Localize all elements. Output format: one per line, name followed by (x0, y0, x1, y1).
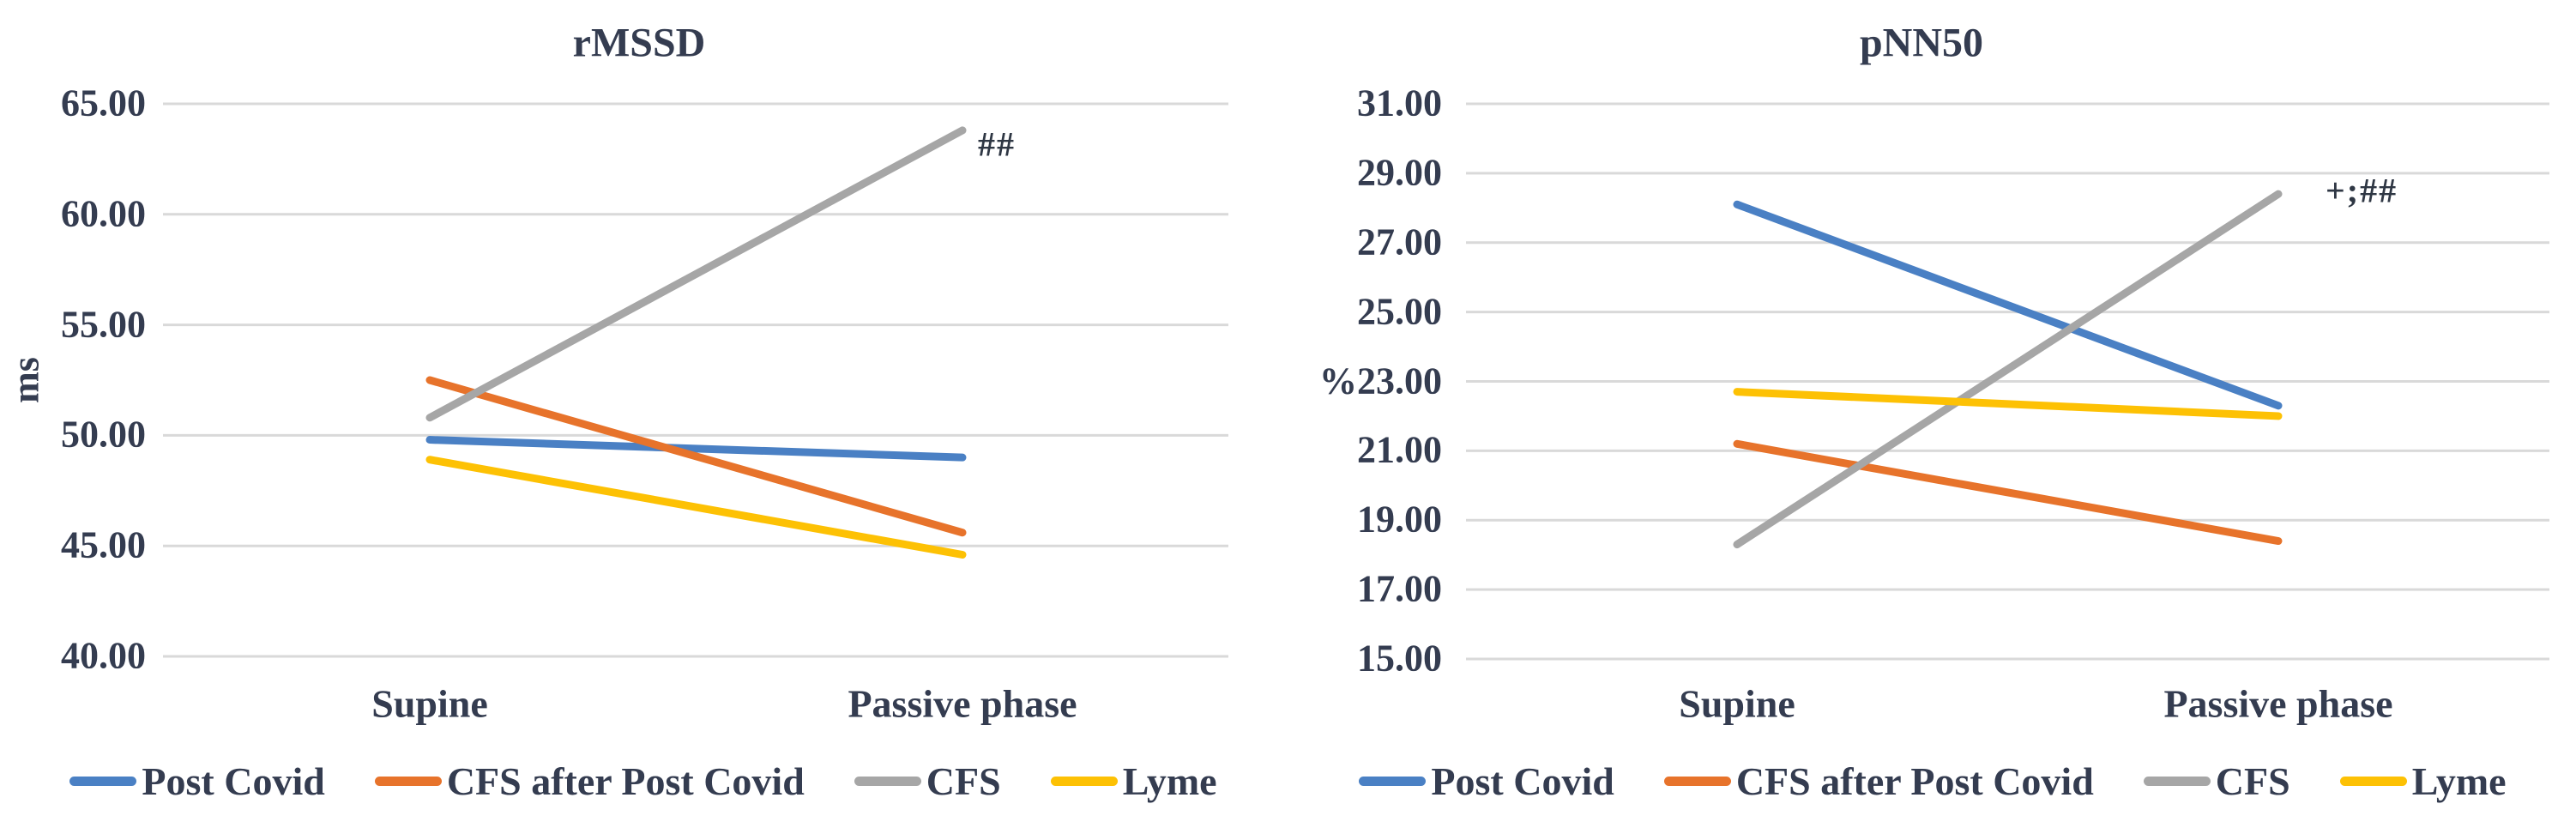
y-tick-label: 19.00 (1357, 498, 1442, 541)
y-tick-label: 45.00 (61, 523, 146, 566)
legend: Post Covid CFS after Post Covid CFS Lyme (0, 758, 1287, 804)
x-category-label: Supine (1679, 681, 1795, 726)
x-category-label: Supine (371, 681, 488, 726)
chart-title: pNN50 (1859, 20, 1984, 66)
legend-label: CFS after Post Covid (1735, 759, 2094, 803)
y-tick-label: 31.00 (1357, 82, 1442, 124)
legend-item-lyme: Lyme (2339, 758, 2507, 804)
y-tick-label: 50.00 (61, 413, 146, 456)
legend-swatch (2143, 777, 2211, 786)
legend-swatch (374, 777, 442, 786)
series-line-lyme (425, 456, 967, 559)
legend-item-cfs: CFS (854, 758, 1001, 804)
y-tick-label: 60.00 (61, 192, 146, 235)
y-tick-label: 27.00 (1357, 221, 1442, 263)
plot-area (1466, 102, 2549, 661)
legend-item-post-covid: Post Covid (69, 758, 325, 804)
legend-item-cfs-after-post-covid: CFS after Post Covid (374, 758, 805, 804)
series-line-cfs-after-post-covid (1733, 439, 2283, 546)
legend-item-cfs: CFS (2143, 758, 2290, 804)
plot-area (163, 102, 1228, 658)
y-tick-label: 55.00 (61, 303, 146, 346)
legend-swatch (1050, 777, 1118, 786)
legend-label: Post Covid (1431, 759, 1614, 803)
y-tick-label: 40.00 (61, 634, 146, 677)
chart-title: rMSSD (572, 20, 706, 66)
series-line-post-covid (425, 436, 967, 462)
legend-swatch (1359, 777, 1427, 786)
y-tick-label: 65.00 (61, 82, 146, 124)
series-line-cfs (1733, 190, 2283, 549)
y-axis-title: % (1319, 360, 1357, 402)
x-category-label: Passive phase (848, 681, 1077, 726)
significance-annotation: +;## (2326, 171, 2398, 210)
series-line-cfs (425, 126, 967, 422)
chart-rmssd: rMSSD 65.00 60.00 55.00 50.00 45.00 40.00 ms Sup… (0, 0, 1287, 828)
legend-item-lyme: Lyme (1050, 758, 1217, 804)
series-line-post-covid (1733, 200, 2283, 410)
legend-swatch (854, 777, 921, 786)
chart-pnn50: pNN50 31.00 29.00 27.00 25.00 23.00 21.00 19.00… (1289, 0, 2576, 828)
series-line-lyme (1733, 388, 2283, 420)
y-tick-label: 29.00 (1357, 151, 1442, 194)
legend-item-cfs-after-post-covid: CFS after Post Covid (1663, 758, 2094, 804)
y-tick-label: 23.00 (1357, 359, 1442, 402)
legend-label: Post Covid (142, 759, 325, 803)
legend-label: CFS (926, 759, 1001, 803)
legend-label: Lyme (1122, 759, 1217, 803)
legend-label: Lyme (2411, 759, 2507, 803)
y-tick-label: 15.00 (1357, 637, 1442, 680)
y-tick-label: 25.00 (1357, 290, 1442, 333)
legend-swatch (69, 777, 137, 786)
legend-swatch (1663, 777, 1731, 786)
series-line-cfs-after-post-covid (425, 376, 967, 537)
y-axis-title: ms (4, 357, 47, 403)
legend-label: CFS (2215, 759, 2290, 803)
legend-swatch (2339, 777, 2407, 786)
legend-label: CFS after Post Covid (446, 759, 805, 803)
y-tick-label: 17.00 (1357, 567, 1442, 610)
legend: Post Covid CFS after Post Covid CFS Lyme (1289, 758, 2576, 804)
significance-annotation: ## (978, 124, 1016, 164)
legend-item-post-covid: Post Covid (1359, 758, 1614, 804)
x-category-label: Passive phase (2163, 681, 2393, 726)
y-tick-label: 21.00 (1357, 428, 1442, 471)
